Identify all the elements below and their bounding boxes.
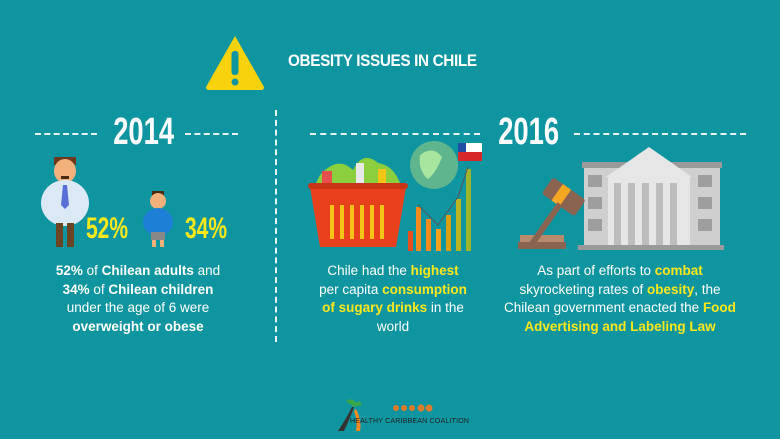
logo-text: HEALTHY CARIBBEAN COALITION [350,418,470,425]
highlight-text: combat [654,263,703,278]
page-title: OBESITY ISSUES IN CHILE [288,51,477,70]
highlight-text: Food [702,300,736,315]
text-segment: Chile had the [327,263,411,278]
highlight-text: consumption [382,281,467,297]
children-percentage: 34% [185,212,228,245]
text-segment: 34% [62,281,90,297]
text-segment: in the [427,300,464,315]
highlight-text: obesity [647,281,695,297]
text-segment: under the age of 6 were [66,300,210,315]
year-2016: 2016 [498,111,560,153]
vertical-divider [275,110,277,342]
highlight-text: of sugary drinks [322,300,428,315]
dash-line [574,133,746,135]
dash-line [310,133,480,135]
sugary-drinks-paragraph: Chile had the highest per capita consump… [263,262,523,336]
sugary-drinks-chart-illustration [308,141,482,251]
text-segment: 52% [55,263,83,278]
highlight-text: highest [410,263,459,278]
child-illustration [143,191,173,247]
text-segment: skyrocketing rates of [519,281,647,297]
dash-line [35,133,97,135]
text-segment: As part of efforts to [537,263,655,278]
text-segment: Chilean children [108,281,214,297]
dash-line [185,133,238,135]
text-segment: of [82,263,102,278]
text-segment: per capita [319,281,383,297]
text-segment: of [89,281,109,297]
healthy-caribbean-coalition-logo [338,399,433,431]
highlight-text: Advertising and Labeling Law [524,318,716,334]
text-segment: and [193,263,221,278]
adults-children-paragraph: 52% of Chilean adults and 34% of Chilean… [8,262,268,336]
text-segment: Chilean government enacted the [504,300,703,315]
adults-percentage: 52% [86,212,129,245]
government-building-gavel-illustration [518,147,724,250]
year-2014: 2014 [113,111,175,153]
warning-icon [206,36,264,90]
text-segment: Chilean adults [101,263,194,278]
labeling-law-paragraph: As part of efforts to combat skyrocketin… [480,262,760,336]
text-segment: , the [694,281,721,297]
text-segment: overweight or obese [72,318,204,334]
text-segment: world [376,318,410,334]
adult-man-illustration [41,157,89,247]
